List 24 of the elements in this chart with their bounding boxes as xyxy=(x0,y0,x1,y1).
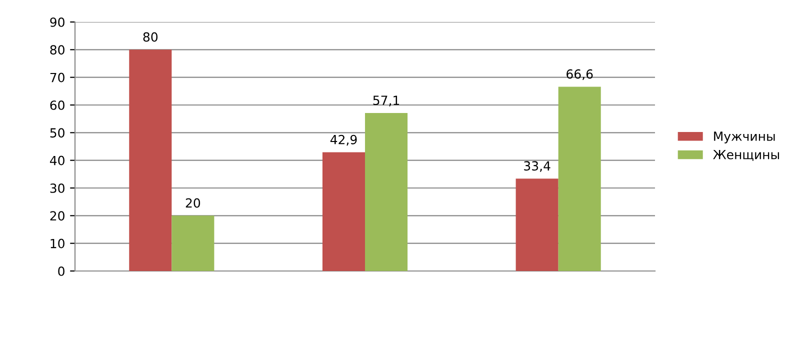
legend-label: Женщины xyxy=(713,150,779,161)
data-label: 80 xyxy=(143,32,158,42)
data-label: 20 xyxy=(186,198,200,208)
data-label: 42,9 xyxy=(330,134,357,146)
bar xyxy=(322,152,365,271)
y-tick-label: 40 xyxy=(50,156,64,166)
y-tick-label: 80 xyxy=(50,45,64,55)
y-tick-label: 70 xyxy=(50,72,64,82)
data-label: 57,1 xyxy=(373,96,400,106)
y-tick-label: 90 xyxy=(50,17,64,27)
y-tick-label: 30 xyxy=(50,183,64,193)
y-tick-label: 0 xyxy=(58,266,64,276)
y-tick-label: 10 xyxy=(50,238,64,248)
y-tick-label: 20 xyxy=(50,211,64,221)
bar xyxy=(129,50,172,271)
y-tick-label: 50 xyxy=(50,128,64,138)
bar xyxy=(365,113,408,271)
bar xyxy=(172,216,214,271)
data-label: 33,4 xyxy=(524,161,550,172)
data-label: 66,6 xyxy=(566,69,593,80)
bar xyxy=(558,86,601,271)
y-tick-label: 60 xyxy=(50,100,64,110)
legend-label: Мужчины xyxy=(714,132,775,144)
bar xyxy=(516,178,558,271)
